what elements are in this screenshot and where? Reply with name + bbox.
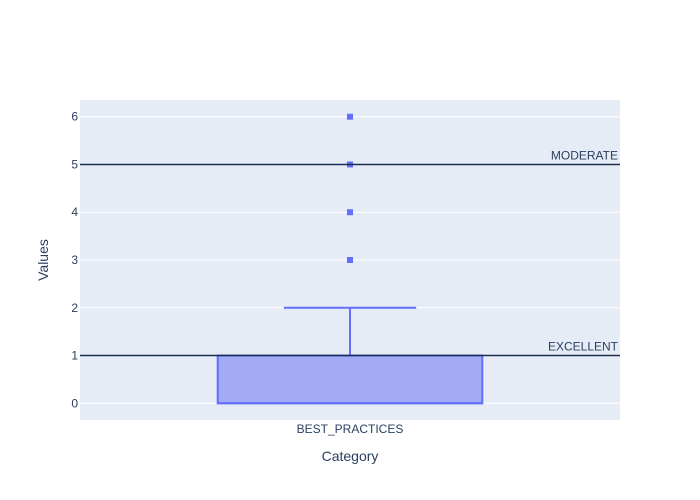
y-tick-label: 5	[71, 157, 78, 171]
y-axis-title: Values	[35, 239, 51, 281]
axis-ticks: 0 1 2 3 4 5 6 BEST_PRACTICES	[71, 110, 403, 436]
x-tick-label: BEST_PRACTICES	[297, 422, 404, 436]
reference-lines: MODERATE EXCELLENT	[80, 148, 620, 357]
y-tick-label: 0	[71, 396, 78, 410]
y-tick-label: 3	[71, 253, 78, 267]
outlier-point	[347, 209, 353, 216]
y-tick-label: 4	[71, 205, 78, 219]
y-tick-label: 6	[71, 110, 78, 124]
x-axis-title: Category	[322, 448, 379, 464]
reference-line-label: MODERATE	[551, 148, 618, 162]
y-tick-label: 2	[71, 301, 78, 315]
box-iqr	[216, 354, 484, 405]
outlier-point	[347, 113, 353, 120]
y-tick-label: 1	[71, 349, 78, 363]
reference-line-label: EXCELLENT	[548, 340, 619, 354]
outlier-point	[347, 257, 353, 263]
